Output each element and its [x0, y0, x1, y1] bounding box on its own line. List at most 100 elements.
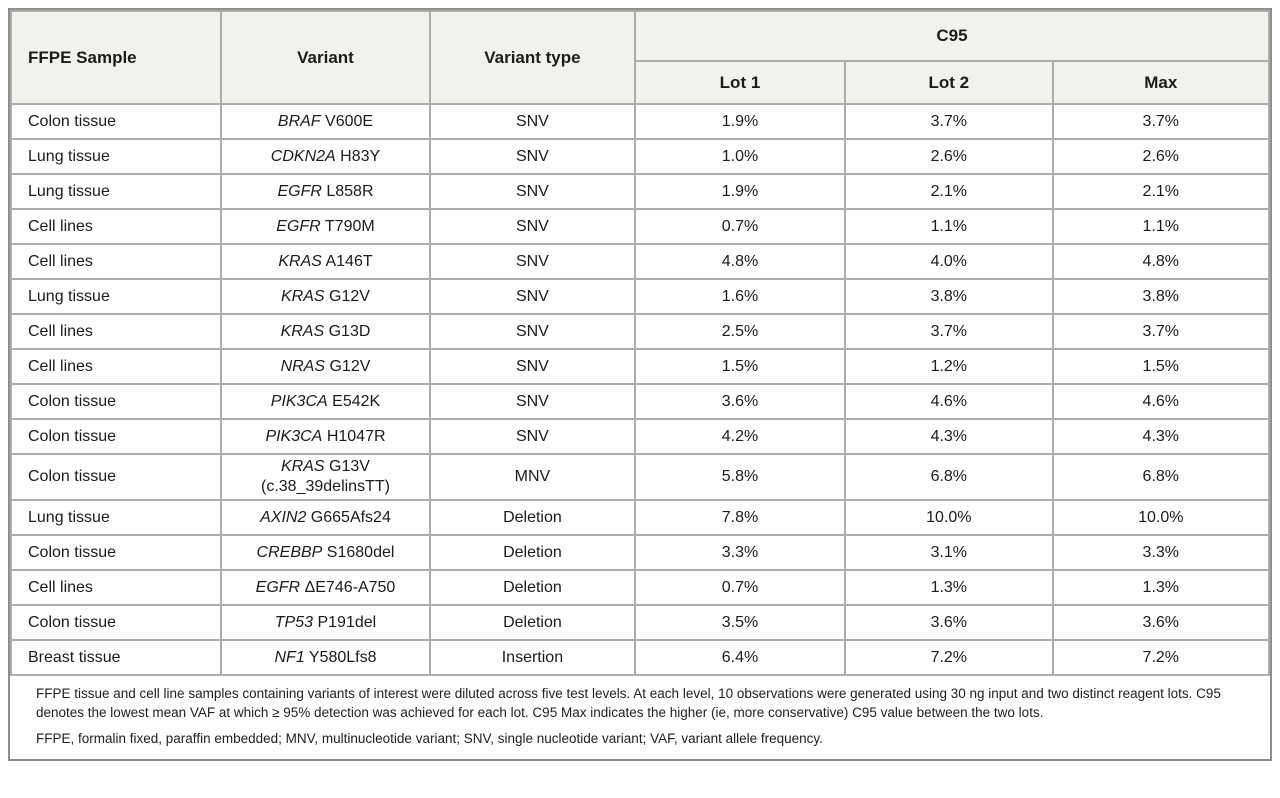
cell-c95-lot2: 3.1%	[844, 534, 1054, 571]
cell-ffpe-sample: Colon tissue	[9, 418, 223, 455]
cell-c95-lot1: 5.8%	[633, 453, 847, 501]
cell-variant: EGFR ΔE746-A750	[220, 569, 431, 606]
cell-c95-max: 4.8%	[1051, 243, 1271, 280]
cell-variant: CREBBP S1680del	[220, 534, 431, 571]
gene-symbol: PIK3CA	[270, 392, 328, 410]
cell-c95-max: 3.6%	[1051, 604, 1271, 641]
protein-change: G665Afs24	[310, 508, 391, 526]
gene-symbol: KRAS	[278, 252, 322, 270]
cell-c95-lot2: 3.8%	[844, 278, 1054, 315]
gene-symbol: KRAS	[281, 287, 325, 305]
cell-c95-lot2: 4.6%	[844, 383, 1054, 420]
cell-ffpe-sample: Cell lines	[9, 569, 223, 606]
gene-symbol: BRAF	[277, 112, 321, 130]
cell-variant-type: Deletion	[428, 499, 636, 536]
protein-change: T790M	[324, 217, 375, 235]
cell-c95-max: 4.6%	[1051, 383, 1271, 420]
protein-change: Y580Lfs8	[308, 648, 377, 666]
protein-change: P191del	[317, 613, 377, 631]
cell-ffpe-sample: Lung tissue	[9, 499, 223, 536]
cell-c95-max: 1.3%	[1051, 569, 1271, 606]
cell-variant-type: SNV	[428, 383, 636, 420]
cell-variant-type: SNV	[428, 348, 636, 385]
cell-variant-type: SNV	[428, 243, 636, 280]
column-header-lot1: Lot 1	[633, 60, 847, 105]
cell-c95-max: 6.8%	[1051, 453, 1271, 501]
cell-variant: EGFR T790M	[220, 208, 431, 245]
cell-variant: PIK3CA H1047R	[220, 418, 431, 455]
protein-change: G13V	[329, 458, 370, 475]
cell-variant: KRAS G13D	[220, 313, 431, 350]
c95-table-frame: FFPE Sample Variant Variant type C95 Lot…	[8, 8, 1272, 761]
table-row: Lung tissue KRAS G12V SNV 1.6% 3.8% 3.8%	[9, 278, 1271, 315]
protein-change: L858R	[326, 182, 374, 200]
cell-variant: CDKN2A H83Y	[220, 138, 431, 175]
cell-c95-max: 2.1%	[1051, 173, 1271, 210]
protein-change: G13D	[328, 322, 371, 340]
gene-symbol: NF1	[274, 648, 305, 666]
column-header-variant-type: Variant type	[428, 10, 636, 105]
cell-variant-type: Deletion	[428, 604, 636, 641]
cell-c95-lot1: 1.9%	[633, 173, 847, 210]
cell-variant: NF1 Y580Lfs8	[220, 639, 431, 676]
cell-variant: BRAF V600E	[220, 103, 431, 140]
cell-variant-type: SNV	[428, 208, 636, 245]
table-row: Lung tissue AXIN2 G665Afs24 Deletion 7.8…	[9, 499, 1271, 536]
footnote-abbreviations: FFPE, formalin fixed, paraffin embedded;…	[36, 730, 823, 746]
cell-ffpe-sample: Colon tissue	[9, 103, 223, 140]
cell-c95-lot2: 6.8%	[844, 453, 1054, 501]
cell-c95-lot2: 3.7%	[844, 103, 1054, 140]
cell-c95-lot1: 4.2%	[633, 418, 847, 455]
gene-symbol: AXIN2	[260, 508, 307, 526]
cell-c95-lot1: 1.5%	[633, 348, 847, 385]
cell-c95-max: 1.1%	[1051, 208, 1271, 245]
cell-c95-max: 1.5%	[1051, 348, 1271, 385]
cell-variant-type: Insertion	[428, 639, 636, 676]
protein-change: H83Y	[340, 147, 381, 165]
table-row: Colon tissue PIK3CA E542K SNV 3.6% 4.6% …	[9, 383, 1271, 420]
column-header-ffpe-sample: FFPE Sample	[9, 10, 223, 105]
cell-variant: KRAS G12V	[220, 278, 431, 315]
cell-ffpe-sample: Cell lines	[9, 208, 223, 245]
table-header: FFPE Sample Variant Variant type C95 Lot…	[9, 10, 1271, 105]
cell-c95-lot2: 1.1%	[844, 208, 1054, 245]
gene-symbol: EGFR	[277, 182, 322, 200]
cell-c95-max: 2.6%	[1051, 138, 1271, 175]
column-group-header-c95: C95	[633, 10, 1271, 62]
protein-change: A146T	[325, 252, 373, 270]
cell-variant: PIK3CA E542K	[220, 383, 431, 420]
cell-variant: AXIN2 G665Afs24	[220, 499, 431, 536]
c95-results-table: FFPE Sample Variant Variant type C95 Lot…	[9, 10, 1271, 676]
cell-variant: KRAS A146T	[220, 243, 431, 280]
cell-c95-lot2: 4.3%	[844, 418, 1054, 455]
cell-c95-lot1: 7.8%	[633, 499, 847, 536]
protein-change: S1680del	[326, 543, 395, 561]
cell-ffpe-sample: Lung tissue	[9, 278, 223, 315]
table-row: Cell lines NRAS G12V SNV 1.5% 1.2% 1.5%	[9, 348, 1271, 385]
cell-c95-lot1: 2.5%	[633, 313, 847, 350]
gene-symbol: KRAS	[280, 322, 325, 340]
gene-symbol: PIK3CA	[265, 427, 323, 445]
table-row: Cell lines EGFR T790M SNV 0.7% 1.1% 1.1%	[9, 208, 1271, 245]
cell-ffpe-sample: Colon tissue	[9, 604, 223, 641]
cell-c95-lot1: 1.6%	[633, 278, 847, 315]
cell-c95-max: 7.2%	[1051, 639, 1271, 676]
table-row: Cell lines EGFR ΔE746-A750 Deletion 0.7%…	[9, 569, 1271, 606]
table-row: Colon tissue CREBBP S1680del Deletion 3.…	[9, 534, 1271, 571]
cell-c95-lot1: 0.7%	[633, 208, 847, 245]
cell-c95-lot2: 2.1%	[844, 173, 1054, 210]
column-header-max: Max	[1051, 60, 1271, 105]
cell-c95-max: 4.3%	[1051, 418, 1271, 455]
cell-c95-lot2: 1.2%	[844, 348, 1054, 385]
cell-variant-type: SNV	[428, 313, 636, 350]
cell-c95-lot1: 4.8%	[633, 243, 847, 280]
cell-variant: NRAS G12V	[220, 348, 431, 385]
cell-variant-type: SNV	[428, 278, 636, 315]
table-row: Colon tissue BRAF V600E SNV 1.9% 3.7% 3.…	[9, 103, 1271, 140]
cell-c95-lot2: 7.2%	[844, 639, 1054, 676]
footnote-methods: FFPE tissue and cell line samples contai…	[36, 686, 1221, 720]
gene-symbol: EGFR	[255, 578, 301, 596]
protein-change: G12V	[329, 287, 370, 305]
cell-c95-lot1: 1.9%	[633, 103, 847, 140]
protein-change: H1047R	[326, 427, 386, 445]
